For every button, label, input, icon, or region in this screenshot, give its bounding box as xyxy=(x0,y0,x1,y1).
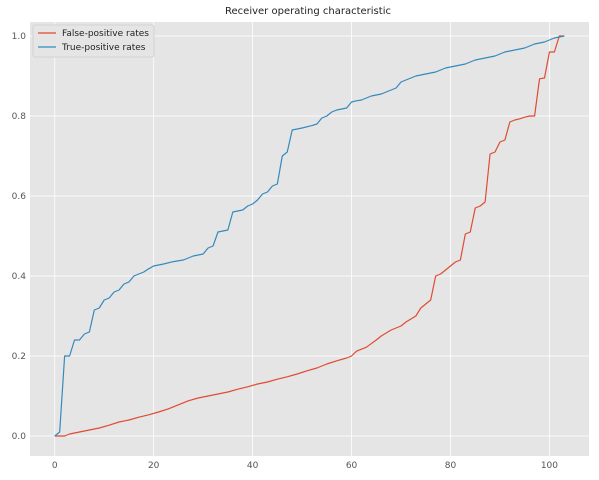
legend-label-false-positive: False-positive rates xyxy=(62,29,149,39)
x-tick-label: 100 xyxy=(541,461,558,471)
chart-title: Receiver operating characteristic xyxy=(225,6,391,17)
y-axis-ticks: 0.0 0.2 0.4 0.6 0.8 1.0 xyxy=(12,32,27,442)
y-tick-label: 0.6 xyxy=(12,192,27,202)
plot-area xyxy=(30,22,589,456)
x-axis-ticks: 0 20 40 60 80 100 xyxy=(52,461,558,471)
x-tick-label: 80 xyxy=(445,461,457,471)
x-tick-label: 40 xyxy=(247,461,259,471)
true-positive-rate-line xyxy=(54,35,565,437)
y-tick-label: 0.4 xyxy=(12,272,27,282)
x-tick-label: 20 xyxy=(148,461,160,471)
y-tick-label: 0.0 xyxy=(12,432,27,442)
legend-box xyxy=(32,24,155,58)
y-tick-label: 1.0 xyxy=(12,32,27,42)
legend-label-true-positive: True-positive rates xyxy=(61,43,146,53)
y-tick-label: 0.8 xyxy=(12,112,27,122)
y-tick-label: 0.2 xyxy=(12,352,26,362)
x-tick-label: 0 xyxy=(52,461,58,471)
x-tick-label: 60 xyxy=(346,461,358,471)
series-group xyxy=(54,35,565,437)
legend: False-positive rates True-positive rates xyxy=(32,24,155,58)
false-positive-rate-line xyxy=(54,35,565,437)
